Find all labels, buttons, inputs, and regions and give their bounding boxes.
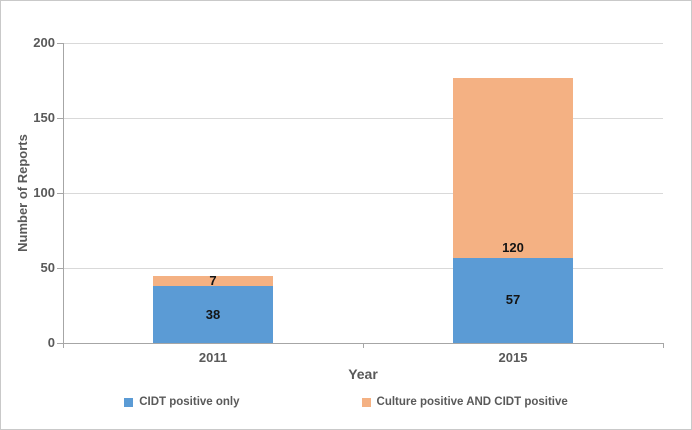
gridline [63,117,663,119]
data-label: 38 [205,306,221,322]
y-tick-label: 200 [33,35,55,50]
bar-segment-series-1 [453,77,573,258]
y-axis-line [62,43,64,343]
y-tick-mark [57,267,63,269]
data-label: 57 [505,292,521,308]
y-tick-mark [57,342,63,344]
gridline [63,192,663,194]
bar-segment-series-1 [153,275,273,286]
data-label: 7 [209,272,217,288]
y-tick-label: 150 [33,110,55,125]
bar-segment-series-0 [153,286,273,343]
y-tick-mark [57,192,63,194]
legend-item-0: CIDT positive only [124,396,240,409]
x-tick-mark [362,343,364,348]
bar-segment-series-0 [453,257,573,343]
x-tick-mark [62,343,64,348]
y-tick-mark [57,117,63,119]
gridline [63,42,663,44]
legend-item-1: Culture positive AND CIDT positive [361,396,568,409]
gridline [63,267,663,269]
x-axis-title: Year [348,366,378,382]
y-tick-label: 0 [47,335,55,350]
y-tick-label: 50 [40,260,55,275]
x-tick-label: 2011 [198,350,228,365]
legend-swatch-icon [124,398,134,407]
legend-label: CIDT positive only [139,396,240,408]
legend-label: Culture positive AND CIDT positive [376,396,568,408]
legend-swatch-icon [361,398,371,407]
x-tick-label: 2015 [498,350,528,365]
legend: CIDT positive only Culture positive AND C… [1,396,691,409]
data-label: 120 [502,239,524,255]
x-tick-mark [662,343,664,348]
y-tick-label: 100 [33,185,55,200]
y-tick-mark [57,42,63,44]
